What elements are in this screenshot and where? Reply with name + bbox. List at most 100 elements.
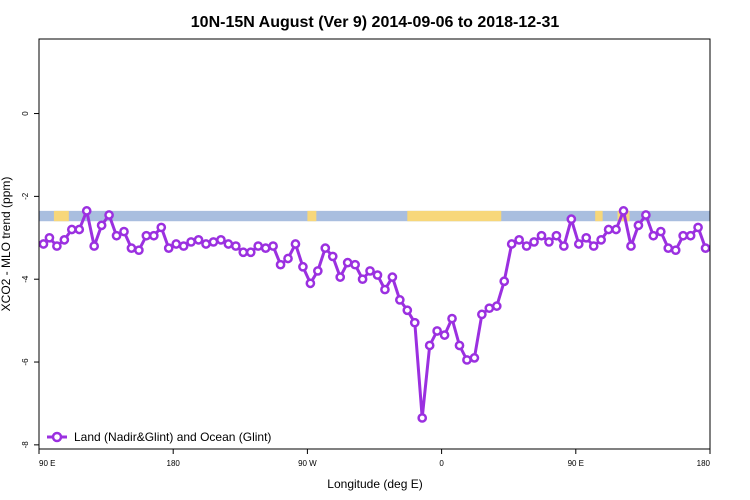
data-point xyxy=(581,232,592,243)
data-point xyxy=(685,230,696,241)
data-point xyxy=(424,340,435,351)
land-band-segment xyxy=(595,210,603,222)
data-point xyxy=(126,243,137,253)
data-point xyxy=(44,232,55,243)
data-point xyxy=(402,305,413,316)
data-point xyxy=(670,245,681,256)
data-point xyxy=(469,353,480,363)
data-point xyxy=(439,330,450,340)
data-point xyxy=(178,241,189,251)
data-point xyxy=(484,303,495,314)
data-point xyxy=(648,230,659,241)
data-point xyxy=(409,317,420,328)
land-band-segment xyxy=(53,210,69,222)
series-points-layer xyxy=(38,206,711,423)
data-point xyxy=(663,243,674,253)
data-point xyxy=(342,257,353,268)
data-point xyxy=(201,239,211,249)
data-point xyxy=(380,284,390,295)
y-tick-label: 0 xyxy=(21,111,30,116)
data-point xyxy=(156,222,167,233)
data-point xyxy=(38,239,49,249)
data-point xyxy=(618,206,629,216)
data-point xyxy=(387,272,398,282)
data-point xyxy=(551,230,562,241)
data-point xyxy=(111,230,122,241)
y-tick-label: -6 xyxy=(21,358,30,366)
data-point xyxy=(394,295,405,305)
data-point xyxy=(700,243,711,253)
data-point xyxy=(298,261,308,272)
data-point xyxy=(312,266,323,276)
y-tick-label: -4 xyxy=(21,275,30,283)
land-band-segment xyxy=(407,210,502,222)
data-point xyxy=(350,259,360,270)
series-line xyxy=(42,209,707,420)
series-line-layer xyxy=(42,209,707,420)
y-axis-label: XCO2 - MLO trend (ppm) xyxy=(0,177,13,312)
data-point xyxy=(163,243,174,253)
data-point xyxy=(603,224,614,235)
x-tick-label: 90 E xyxy=(39,459,55,468)
data-point xyxy=(447,313,457,324)
data-point xyxy=(544,237,554,247)
x-tick-label: 90 E xyxy=(568,459,584,468)
data-point xyxy=(499,276,510,287)
y-tick-label: -2 xyxy=(21,192,30,200)
data-point xyxy=(134,245,144,256)
x-tick-label: 90 W xyxy=(298,459,317,468)
data-point xyxy=(66,224,77,235)
x-axis: 90 E 180 90 W 0 90 E 180 xyxy=(38,449,711,468)
data-point xyxy=(96,220,107,231)
legend-marker-swatch xyxy=(51,431,63,443)
data-point xyxy=(290,239,301,249)
y-axis: -8 -6 -4 -2 0 xyxy=(21,111,39,449)
data-point xyxy=(283,253,293,264)
data-point xyxy=(81,206,92,216)
data-point xyxy=(327,251,338,262)
data-point xyxy=(275,259,286,270)
data-point xyxy=(171,239,182,249)
x-tick-label: 0 xyxy=(439,459,444,468)
chart-title: 10N-15N August (Ver 9) 2014-09-06 to 201… xyxy=(191,14,560,31)
data-point xyxy=(417,413,428,423)
plot-frame xyxy=(38,38,711,450)
data-point xyxy=(655,226,666,237)
data-point xyxy=(141,230,152,241)
data-point xyxy=(462,355,472,365)
data-point xyxy=(208,237,219,247)
data-point xyxy=(678,230,689,241)
data-point xyxy=(454,340,465,351)
data-point xyxy=(193,235,204,245)
data-point xyxy=(230,241,241,251)
data-point xyxy=(59,235,70,245)
data-point xyxy=(432,326,442,336)
data-point xyxy=(260,243,271,253)
data-point xyxy=(566,214,577,225)
data-point xyxy=(335,272,346,282)
x-tick-label: 180 xyxy=(167,459,181,468)
x-tick-label: 180 xyxy=(697,459,711,468)
data-point xyxy=(245,247,256,258)
data-point xyxy=(693,222,703,233)
data-point xyxy=(573,239,584,249)
data-point xyxy=(477,309,487,320)
data-point xyxy=(104,210,114,220)
x-axis-label: Longitude (deg E) xyxy=(327,477,422,491)
data-point xyxy=(633,220,644,231)
data-point xyxy=(529,237,539,247)
data-point xyxy=(320,243,331,253)
data-point xyxy=(514,235,524,245)
data-point xyxy=(365,266,375,276)
data-point xyxy=(596,235,606,245)
data-point xyxy=(588,241,599,251)
data-point xyxy=(186,237,196,247)
data-point xyxy=(611,224,621,235)
legend: Land (Nadir&Glint) and Ocean (Glint) xyxy=(47,430,271,444)
data-point xyxy=(491,301,502,311)
data-point xyxy=(253,241,264,251)
data-point xyxy=(506,239,517,249)
y-tick-label: -8 xyxy=(21,441,30,449)
data-point xyxy=(536,230,547,241)
